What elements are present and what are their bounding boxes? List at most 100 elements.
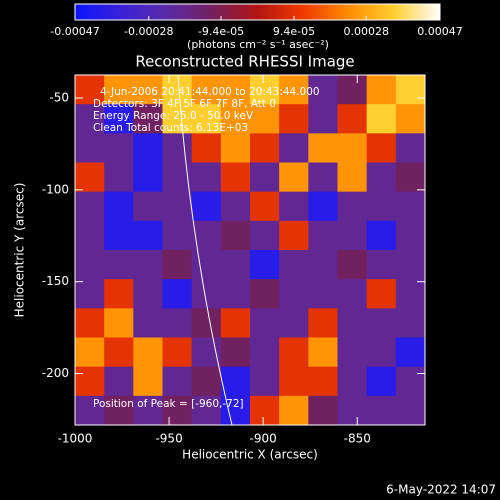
pixel (308, 162, 338, 193)
pixel (279, 279, 309, 309)
pixel (250, 104, 280, 134)
pixel (220, 191, 251, 222)
pixel (395, 337, 425, 368)
pixel (308, 220, 338, 251)
pixel (75, 191, 105, 222)
pixel (220, 395, 251, 425)
pixel (75, 75, 105, 105)
x-tick-label: -850 (344, 432, 371, 446)
pixel (104, 220, 134, 251)
pixel (191, 104, 222, 134)
pixel (279, 308, 309, 338)
pixel (220, 366, 251, 397)
pixel (191, 220, 222, 251)
pixel (250, 162, 280, 193)
pixel (366, 220, 397, 251)
pixel (308, 191, 338, 222)
pixel (337, 191, 368, 222)
pixel (133, 395, 163, 425)
pixel (75, 133, 105, 163)
pixel (337, 133, 368, 163)
pixel (308, 279, 338, 309)
pixel (133, 133, 163, 163)
pixel (191, 133, 222, 163)
x-tick-label: -1000 (58, 432, 93, 446)
pixel (279, 250, 309, 280)
pixel (279, 162, 309, 193)
pixel (337, 75, 368, 105)
y-tick-label: -50 (49, 90, 69, 104)
pixel (395, 104, 425, 134)
pixel (395, 395, 425, 425)
pixel (162, 395, 193, 425)
pixel (279, 133, 309, 163)
pixel (250, 308, 280, 338)
pixel (75, 104, 105, 134)
pixel (104, 250, 134, 280)
colorbar (74, 3, 441, 21)
pixel (250, 366, 280, 397)
pixel (162, 133, 193, 163)
pixel (308, 104, 338, 134)
annotation: Detectors: 3F 4F 5F 6F 7F 8F, Att 0 (93, 98, 276, 110)
pixel (220, 308, 251, 338)
pixel (220, 279, 251, 309)
pixel (191, 337, 222, 368)
pixel (279, 75, 309, 105)
limb-line (177, 75, 233, 425)
pixel (366, 191, 397, 222)
pixel (162, 366, 193, 397)
pixel (133, 162, 163, 193)
pixel (337, 366, 368, 397)
pixel (75, 308, 105, 338)
pixel (366, 395, 397, 425)
pixel (75, 220, 105, 251)
peak-label: Position of Peak = [-960,-72] (93, 398, 244, 410)
pixel (104, 366, 134, 397)
pixel (366, 308, 397, 338)
pixel (337, 395, 368, 425)
pixel (366, 279, 397, 309)
pixel (104, 133, 134, 163)
pixel (366, 104, 397, 134)
pixel (250, 133, 280, 163)
chart-title: Reconstructed RHESSI Image (135, 53, 354, 71)
y-tick-label: -100 (42, 182, 69, 196)
pixel (366, 337, 397, 368)
pixel (162, 75, 193, 105)
colorbar-label: (photons cm⁻² s⁻¹ asec⁻²) (187, 38, 329, 51)
y-axis-label: Heliocentric Y (arcsec) (13, 183, 27, 318)
pixel (162, 104, 193, 134)
colorbar-tick-label: 0.00028 (343, 25, 389, 38)
pixel (133, 220, 163, 251)
pixel (220, 250, 251, 280)
pixel (75, 250, 105, 280)
pixel (337, 308, 368, 338)
pixel (279, 220, 309, 251)
pixel (395, 133, 425, 163)
pixel (366, 162, 397, 193)
pixel (133, 75, 163, 105)
pixel (75, 279, 105, 309)
pixel (162, 191, 193, 222)
colorbar-tick-label: -0.00047 (50, 25, 99, 38)
pixel (133, 250, 163, 280)
pixel (279, 366, 309, 397)
image (75, 75, 425, 425)
colorbar-tick-label: 0.00047 (417, 25, 463, 38)
pixel (279, 395, 309, 425)
pixel (191, 162, 222, 193)
pixel (250, 279, 280, 309)
y-tick-label: -150 (42, 274, 69, 288)
pixel (104, 279, 134, 309)
pixel (366, 75, 397, 105)
pixel (220, 104, 251, 134)
colorbar-tick-label: 9.4e-05 (273, 25, 315, 38)
y-tick-label: -200 (42, 366, 69, 380)
pixel (279, 337, 309, 368)
pixel (395, 279, 425, 309)
pixel (191, 395, 222, 425)
pixel (104, 308, 134, 338)
x-tick-label: -950 (155, 432, 182, 446)
